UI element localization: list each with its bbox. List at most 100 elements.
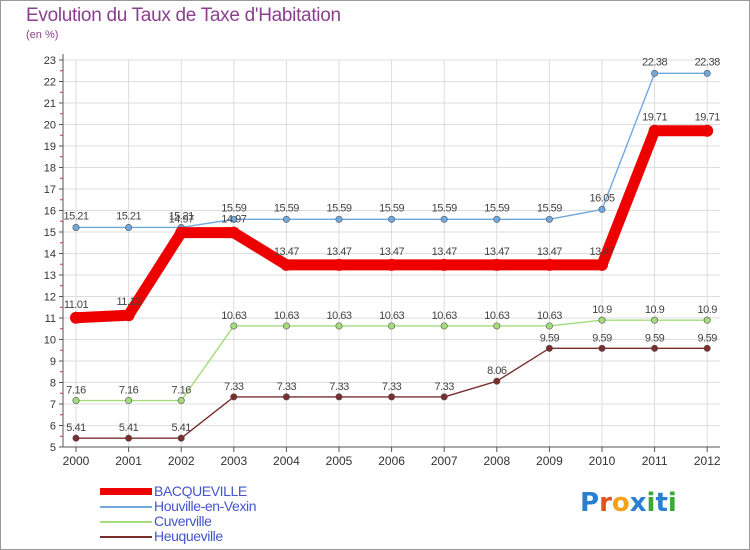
logo-letter: i xyxy=(667,488,677,518)
data-label: 15.59 xyxy=(221,202,246,214)
data-label: 7.16 xyxy=(66,385,86,397)
series-bacqueville xyxy=(70,124,714,324)
data-label: 7.16 xyxy=(119,385,139,397)
data-point xyxy=(282,215,290,223)
data-point xyxy=(545,215,553,223)
data-label: 14.97 xyxy=(169,214,194,226)
data-point xyxy=(598,205,606,213)
data-point xyxy=(651,344,659,352)
logo-letter: P xyxy=(580,488,600,518)
data-label: 10.63 xyxy=(432,310,457,322)
y-tick-label: 15 xyxy=(44,227,56,239)
data-point xyxy=(280,258,293,271)
data-label: 7.33 xyxy=(382,381,402,393)
x-tick-label: 2008 xyxy=(483,454,510,468)
data-label: 7.33 xyxy=(277,381,297,393)
data-label: 10.9 xyxy=(697,304,717,316)
data-label: 22.38 xyxy=(695,56,720,68)
data-label: 5.41 xyxy=(171,422,191,434)
data-label: 9.59 xyxy=(592,332,612,344)
data-point xyxy=(596,258,608,271)
data-label: 10.63 xyxy=(221,310,246,322)
y-tick-label: 16 xyxy=(44,206,56,218)
data-label: 8.06 xyxy=(487,365,507,377)
data-point xyxy=(703,316,711,324)
data-label: 10.63 xyxy=(379,310,404,322)
data-label: 15.59 xyxy=(537,202,562,214)
data-point xyxy=(493,322,501,330)
data-label: 7.33 xyxy=(434,381,454,393)
legend-label: Houville-en-Vexin xyxy=(154,498,257,514)
data-point xyxy=(70,311,82,324)
x-tick-label: 2011 xyxy=(642,454,668,468)
data-label: 15.21 xyxy=(116,210,141,222)
data-label: 15.59 xyxy=(484,202,509,214)
x-tick-label: 2005 xyxy=(326,454,353,468)
data-point xyxy=(545,344,553,352)
data-label: 15.59 xyxy=(274,202,299,214)
data-point xyxy=(493,215,501,223)
y-tick-label: 19 xyxy=(44,141,56,153)
y-tick-label: 18 xyxy=(44,163,56,175)
y-tick-label: 5 xyxy=(50,442,56,454)
data-label: 13.47 xyxy=(274,246,299,258)
data-label: 13.47 xyxy=(326,246,351,258)
y-tick-label: 9 xyxy=(50,356,56,368)
y-tick-label: 12 xyxy=(44,292,56,304)
data-label: 15.59 xyxy=(379,202,404,214)
x-tick-label: 2012 xyxy=(694,454,721,468)
data-point xyxy=(230,393,238,401)
y-tick-label: 23 xyxy=(44,55,56,67)
logo-letter: r xyxy=(599,488,612,518)
data-point xyxy=(335,393,343,401)
data-point xyxy=(125,434,133,442)
y-tick-label: 14 xyxy=(44,249,56,261)
data-label: 15.21 xyxy=(169,210,194,222)
legend-swatch xyxy=(100,506,152,508)
data-label: 15.59 xyxy=(432,202,457,214)
x-tick-label: 2000 xyxy=(63,454,90,468)
data-label: 16.05 xyxy=(589,192,614,204)
proxiti-logo: Proxiti xyxy=(580,488,677,518)
logo-letter: t xyxy=(655,488,668,518)
x-tick-label: 2003 xyxy=(220,454,247,468)
y-tick-label: 8 xyxy=(50,378,56,390)
data-point xyxy=(335,322,343,330)
data-point xyxy=(651,316,659,324)
y-tick-label: 21 xyxy=(44,98,56,110)
data-point xyxy=(333,258,345,271)
data-point xyxy=(175,226,188,239)
data-point xyxy=(598,344,606,352)
data-label: 10.63 xyxy=(274,310,299,322)
data-point xyxy=(227,226,240,239)
y-tick-label: 7 xyxy=(50,399,56,411)
data-point xyxy=(230,322,238,330)
data-point xyxy=(388,215,396,223)
data-label: 10.9 xyxy=(645,304,665,316)
x-tick-label: 2010 xyxy=(589,454,616,468)
data-label: 19.71 xyxy=(642,112,667,124)
data-label: 13.47 xyxy=(379,246,404,258)
data-point xyxy=(701,124,714,137)
legend-label: BACQUEVILLE xyxy=(154,483,247,499)
x-tick-label: 2009 xyxy=(536,454,563,468)
data-point xyxy=(72,397,80,405)
chart-subtitle: (en %) xyxy=(26,29,59,41)
data-point xyxy=(703,69,711,77)
data-label: 11.13 xyxy=(116,296,141,308)
y-tick-label: 11 xyxy=(45,313,56,325)
data-label: 7.33 xyxy=(224,381,244,393)
data-label: 10.63 xyxy=(537,310,562,322)
data-label: 14.97 xyxy=(221,214,246,226)
x-tick-label: 2002 xyxy=(168,454,195,468)
data-point xyxy=(72,434,80,442)
data-point xyxy=(177,397,185,405)
legend-label: Heuqueville xyxy=(154,528,223,544)
axes: 5 6 7 8 9 10 11 12 13 14 15 16 17 18 19 20 21 22 23 2000 200… xyxy=(44,54,721,468)
x-tick-label: 2006 xyxy=(378,454,405,468)
data-label: 15.59 xyxy=(326,202,351,214)
x-tick-label: 2004 xyxy=(273,454,300,468)
data-point xyxy=(648,124,661,137)
